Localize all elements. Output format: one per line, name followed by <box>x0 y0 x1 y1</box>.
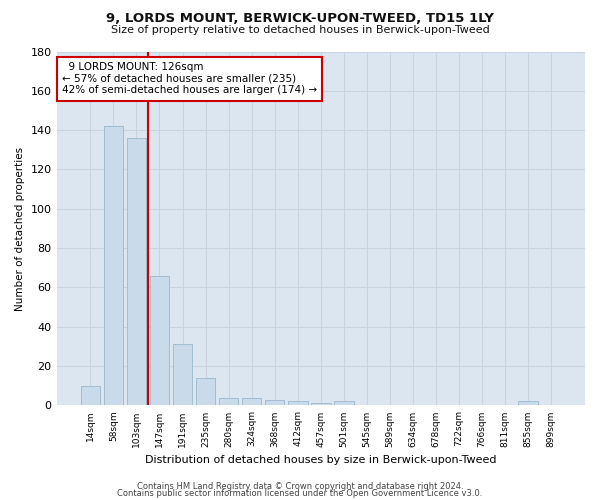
Bar <box>311 404 331 406</box>
X-axis label: Distribution of detached houses by size in Berwick-upon-Tweed: Distribution of detached houses by size … <box>145 455 497 465</box>
Bar <box>334 402 353 406</box>
Bar <box>80 386 100 406</box>
Bar <box>288 402 308 406</box>
Bar <box>127 138 146 406</box>
Text: Size of property relative to detached houses in Berwick-upon-Tweed: Size of property relative to detached ho… <box>110 25 490 35</box>
Text: Contains HM Land Registry data © Crown copyright and database right 2024.: Contains HM Land Registry data © Crown c… <box>137 482 463 491</box>
Bar <box>173 344 193 406</box>
Bar <box>196 378 215 406</box>
Bar <box>104 126 123 406</box>
Bar <box>242 398 262 406</box>
Bar <box>219 398 238 406</box>
Bar <box>265 400 284 406</box>
Text: 9 LORDS MOUNT: 126sqm  
← 57% of detached houses are smaller (235)
42% of semi-d: 9 LORDS MOUNT: 126sqm ← 57% of detached … <box>62 62 317 96</box>
Y-axis label: Number of detached properties: Number of detached properties <box>15 146 25 310</box>
Bar <box>518 402 538 406</box>
Text: Contains public sector information licensed under the Open Government Licence v3: Contains public sector information licen… <box>118 490 482 498</box>
Text: 9, LORDS MOUNT, BERWICK-UPON-TWEED, TD15 1LY: 9, LORDS MOUNT, BERWICK-UPON-TWEED, TD15… <box>106 12 494 26</box>
Bar <box>149 276 169 406</box>
